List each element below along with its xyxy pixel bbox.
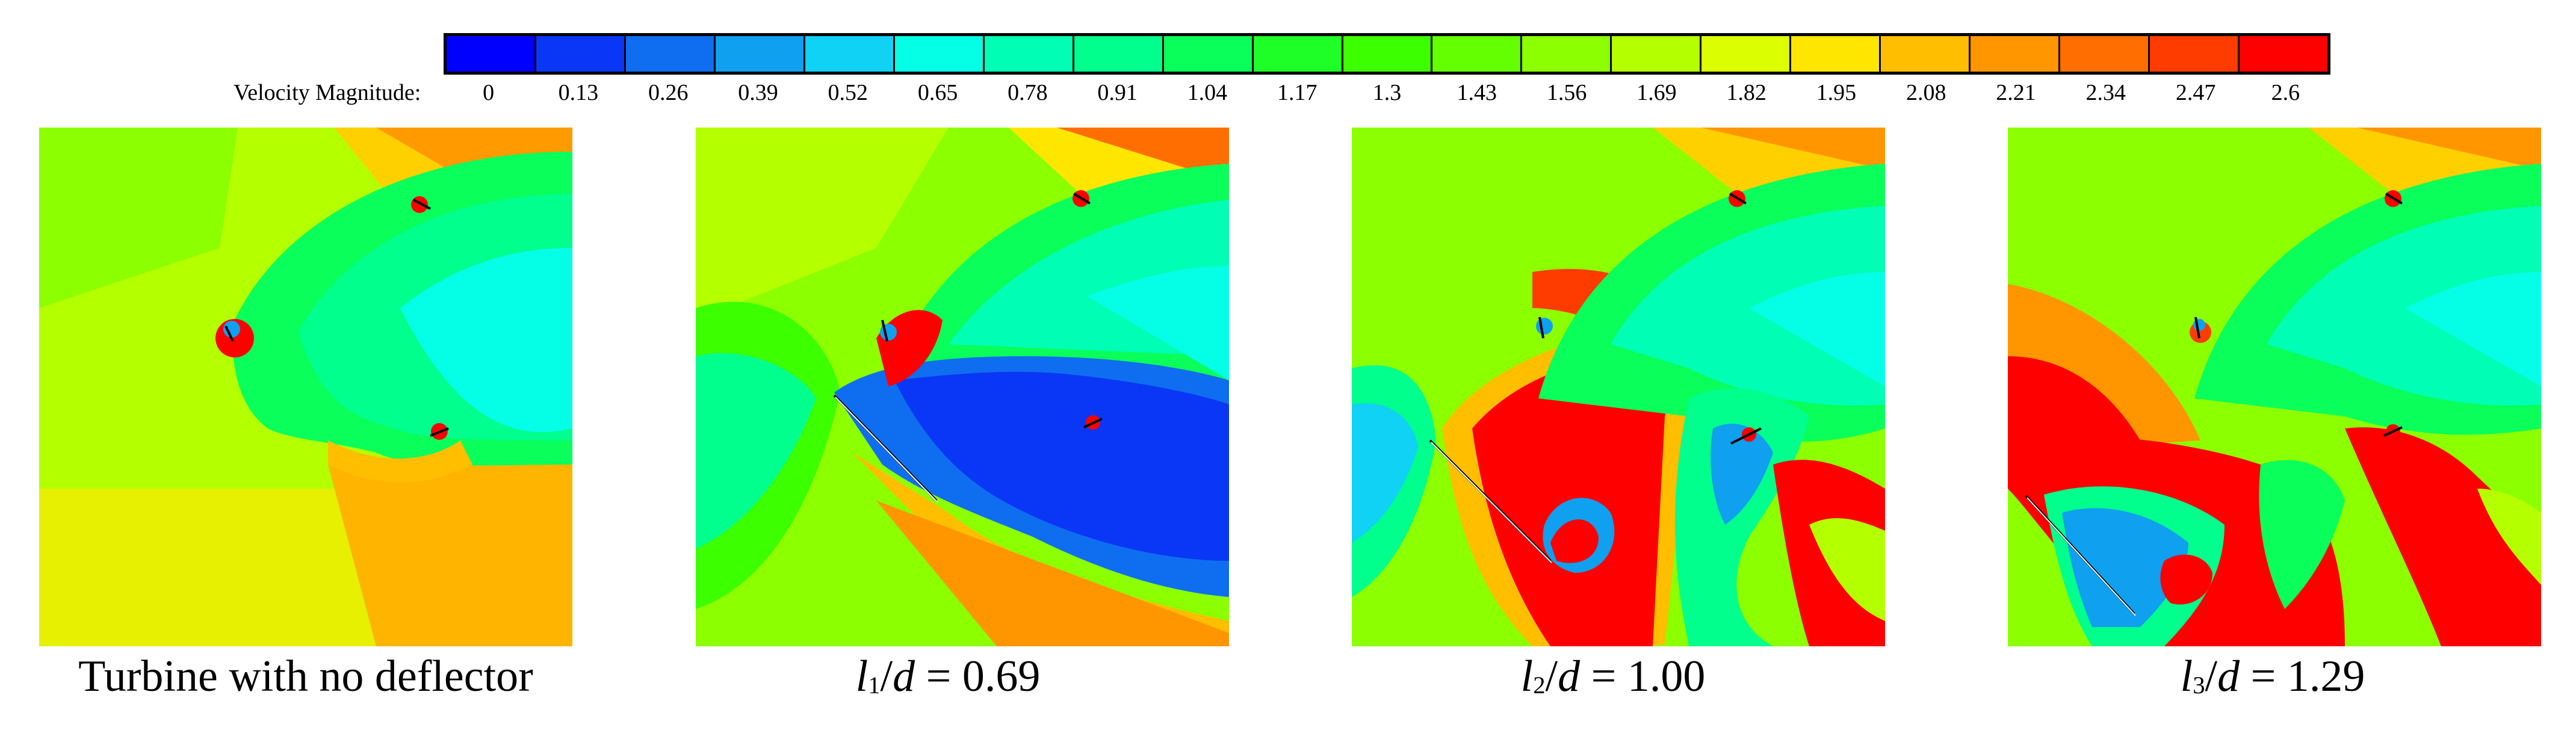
colorbar-tick-label: 2.21 [1996,80,2036,105]
caption-l2-value: = 1.00 [1580,652,1706,701]
colorbar-tick-label: 2.47 [2175,80,2216,105]
caption-l1: l1/d = 0.69 [855,652,1041,701]
colorbar-tick-label: 0.39 [738,80,778,105]
colorbar-tick-label: 0.78 [1008,80,1048,105]
caption-l2-subscript: 2 [1533,672,1546,699]
colorbar-swatch [1701,36,1792,72]
contour-panel-l2 [1352,128,1885,646]
contour-panel-no-deflector [39,128,572,646]
colorbar-tick-label: 0.13 [558,80,599,105]
caption-l1-var-l: l [855,652,868,701]
colorbar-swatch [1432,36,1523,72]
colorbar-tick-label: 2.34 [2085,80,2126,105]
colorbar-swatch [1881,36,1971,72]
caption-l3-var-l: l [2180,652,2193,701]
colorbar-tick-label: 0.91 [1097,80,1138,105]
caption-no-deflector: Turbine with no deflector [78,652,533,701]
colorbar-swatch [805,36,895,72]
colorbar-swatch [1253,36,1343,72]
caption-l2-var-d: d [1558,652,1581,701]
colorbar-swatch [536,36,626,72]
caption-l1-var-d: d [893,652,915,701]
caption-l3-value: = 1.29 [2240,652,2365,701]
caption-l3-subscript: 3 [2193,672,2205,699]
colorbar-swatch [2240,36,2328,72]
colorbar-tick-label: 2.6 [2271,80,2300,105]
colorbar-swatch [1522,36,1612,72]
colorbar-tick-label: 2.08 [1906,80,1946,105]
colorbar-tick-label: 1.69 [1636,80,1677,105]
colorbar-swatch [984,36,1074,72]
caption-l3: l3/d = 1.29 [2180,652,2365,701]
caption-l2-var-l: l [1520,652,1534,701]
contour-plot-l3 [2008,128,2541,646]
colorbar-swatch [894,36,985,72]
colorbar-tick-label: 1.3 [1372,80,1402,105]
colorbar-swatch [1612,36,1702,72]
caption-l1-subscript: 1 [868,672,881,699]
contour-plot-l1 [696,128,1229,646]
colorbar-tick-label: 1.43 [1457,80,1497,105]
colorbar-swatch [715,36,805,72]
contour-plot-l2 [1352,128,1885,646]
colorbar-swatch [1074,36,1164,72]
colorbar-swatch [447,36,536,72]
colorbar-tick-label: 0 [483,80,495,105]
caption-l2: l2/d = 1.00 [1520,652,1706,701]
contour-panel-l1 [696,128,1229,646]
contour-panel-l3 [2008,128,2541,646]
colorbar-tick-label: 0.65 [917,80,958,105]
colorbar-tick-label: 1.95 [1816,80,1857,105]
colorbar-tick-label: 1.04 [1187,80,1228,105]
caption-l3-var-d: d [2217,652,2240,701]
contour-plot-no-deflector [39,128,572,646]
colorbar-title: Velocity Magnitude: [234,80,421,105]
colorbar-swatch [2150,36,2240,72]
colorbar-tick-label: 1.82 [1726,80,1766,105]
colorbar-swatch [1791,36,1881,72]
colorbar-tick-label: 1.56 [1546,80,1587,105]
colorbar-tick-label: 0.26 [648,80,689,105]
caption-l1-value: = 0.69 [915,652,1041,701]
colorbar-swatch [625,36,716,72]
colorbar-swatch [1343,36,1433,72]
colorbar [444,33,2330,75]
colorbar-tick-label: 1.17 [1277,80,1317,105]
colorbar-swatch [1971,36,2061,72]
colorbar-tick-label: 0.52 [828,80,868,105]
colorbar-swatch [1163,36,1254,72]
colorbar-swatch [2060,36,2150,72]
